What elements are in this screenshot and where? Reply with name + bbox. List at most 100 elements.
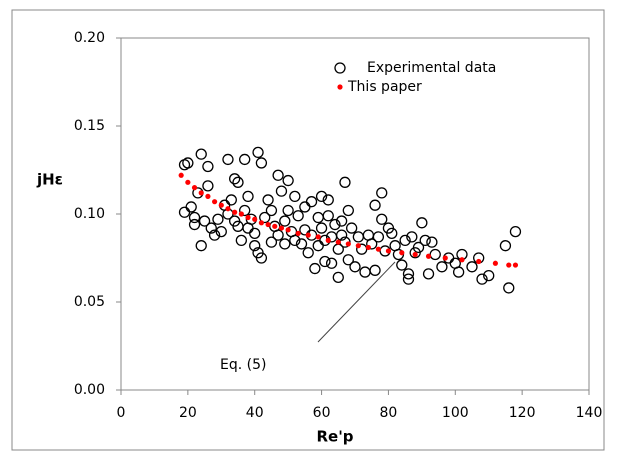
point: [225, 206, 231, 212]
point: [305, 232, 311, 238]
point: [232, 176, 244, 188]
point: [279, 215, 291, 227]
point: [292, 210, 304, 222]
legend-marker: [337, 84, 343, 90]
point: [259, 211, 271, 224]
point: [282, 204, 294, 217]
point: [302, 247, 314, 259]
point: [322, 194, 334, 206]
point: [335, 215, 348, 227]
point: [239, 204, 251, 217]
point: [436, 261, 448, 273]
point: [265, 221, 271, 228]
point: [229, 173, 241, 185]
legend-label: This paper: [347, 79, 422, 95]
y-tick-label: 0.00: [74, 382, 105, 398]
point: [419, 234, 431, 247]
point: [406, 231, 418, 243]
y-axis-label: jHε: [36, 171, 63, 189]
x-tick-label: 40: [246, 405, 264, 421]
point: [402, 268, 415, 280]
x-axis-label: Re'p: [316, 428, 353, 446]
point: [312, 211, 324, 224]
point: [309, 262, 321, 275]
point: [282, 174, 294, 187]
point: [376, 187, 388, 199]
point: [385, 248, 392, 254]
point: [339, 176, 351, 188]
outer-frame: [11, 9, 605, 451]
legend-label: Experimental data: [367, 60, 496, 76]
point: [442, 255, 448, 261]
point: [212, 213, 224, 225]
point: [295, 238, 308, 250]
point: [399, 250, 405, 256]
point: [396, 259, 408, 271]
point: [492, 260, 498, 266]
point: [239, 153, 251, 166]
point: [258, 220, 264, 226]
point: [202, 180, 214, 192]
point: [452, 266, 465, 278]
y-tick-label: 0.05: [74, 294, 105, 310]
point: [459, 257, 465, 263]
point: [325, 257, 338, 269]
point: [238, 211, 244, 217]
point: [315, 222, 328, 234]
point: [499, 240, 512, 252]
x-tick-label: 20: [179, 405, 197, 421]
point: [365, 244, 371, 251]
y-tick-label: 0.10: [74, 206, 105, 222]
point: [212, 199, 218, 205]
point: [215, 225, 227, 238]
point: [205, 193, 211, 199]
point: [262, 194, 274, 206]
point: [249, 240, 261, 252]
point: [188, 218, 201, 231]
point: [402, 273, 415, 285]
point: [191, 185, 198, 191]
annotation: Eq. (5): [220, 357, 266, 373]
point: [366, 238, 378, 250]
point: [198, 215, 211, 227]
point: [416, 217, 428, 229]
point: [346, 222, 358, 234]
point: [299, 201, 311, 213]
point: [252, 146, 264, 159]
x-tick-label: 60: [313, 405, 331, 421]
point: [305, 196, 318, 208]
point: [342, 204, 354, 217]
point: [225, 194, 237, 206]
point: [272, 169, 284, 181]
point: [329, 218, 341, 231]
point: [202, 160, 214, 173]
point: [255, 252, 268, 264]
point: [466, 261, 478, 273]
point: [483, 269, 495, 282]
point: [205, 222, 217, 234]
point: [325, 237, 331, 243]
annotation-arrow: [317, 261, 396, 343]
point: [295, 230, 301, 236]
point: [375, 246, 381, 252]
point: [245, 214, 251, 221]
point: [412, 251, 418, 258]
point: [386, 227, 398, 240]
point: [332, 271, 344, 284]
x-tick-label: 140: [576, 405, 603, 421]
x-tick-label: 80: [380, 405, 398, 421]
x-tick-label: 0: [117, 405, 126, 421]
point: [412, 241, 425, 254]
x-tick-label: 120: [509, 405, 536, 421]
point: [335, 229, 348, 241]
point: [429, 248, 441, 261]
point: [208, 229, 221, 241]
point: [285, 227, 291, 233]
point: [509, 225, 522, 238]
point: [272, 223, 278, 229]
point: [279, 238, 291, 250]
point: [512, 262, 519, 268]
x-tick-label: 100: [442, 405, 469, 421]
point: [252, 216, 258, 222]
